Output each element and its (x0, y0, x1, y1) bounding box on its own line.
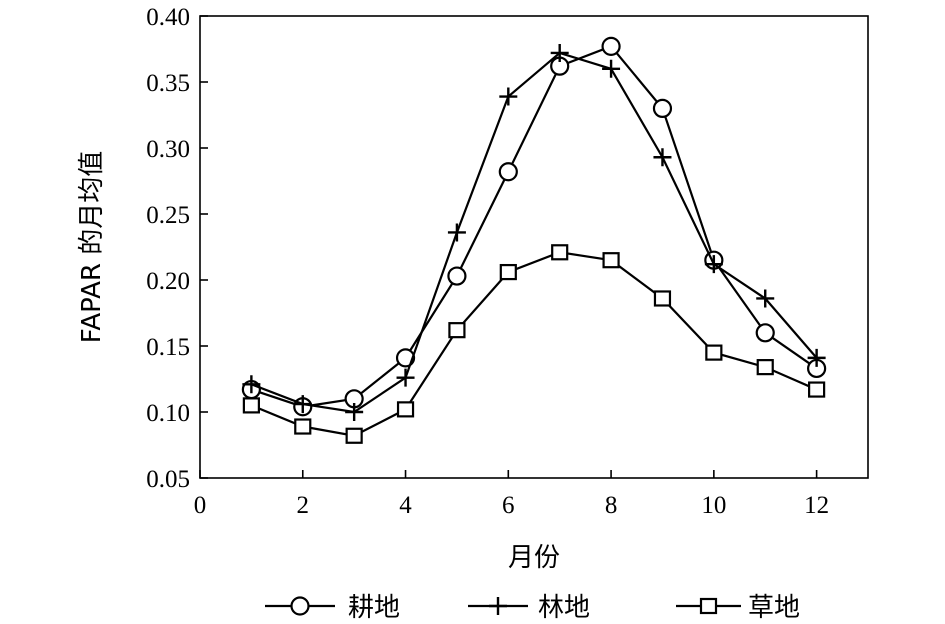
data-point (807, 348, 826, 367)
y-axis-title: FAPAR 的月均值 (77, 151, 107, 344)
data-point (653, 290, 672, 307)
legend-item: 草地 (676, 593, 800, 623)
data-point (345, 427, 363, 444)
data-point (705, 344, 723, 361)
y-tick-label: 0.40 (146, 4, 190, 31)
data-point (447, 223, 466, 242)
legend-marker (290, 596, 310, 616)
data-point (345, 403, 364, 421)
x-axis: 0 2 4 6 8 10 12 (194, 470, 829, 519)
data-point (808, 381, 826, 398)
data-point (293, 395, 312, 414)
y-axis: 0.05 0.10 0.15 0.20 0.25 0.30 0.35 0.40 (146, 4, 208, 493)
legend-marker (489, 597, 507, 615)
data-point (294, 418, 312, 435)
data-point (395, 348, 416, 368)
data-point (756, 289, 775, 308)
legend-label: 林地 (538, 593, 590, 623)
y-tick-label: 0.10 (146, 400, 190, 427)
y-tick-label: 0.15 (146, 334, 190, 361)
y-tick-label: 0.20 (146, 268, 190, 295)
data-point (499, 87, 518, 106)
series-layer (241, 36, 827, 444)
legend-item: 林地 (468, 593, 590, 623)
legend-label: 耕地 (348, 593, 400, 623)
plot-frame (199, 15, 869, 479)
x-tick-label: 4 (399, 492, 412, 519)
data-point (602, 252, 620, 269)
data-point (652, 98, 673, 119)
legend-label: 草地 (748, 593, 800, 623)
data-point (602, 59, 621, 78)
data-point (498, 162, 518, 182)
legend: 耕地 林地 草地 (265, 593, 800, 623)
x-tick-label: 0 (194, 492, 207, 519)
data-point (601, 36, 621, 56)
x-tick-label: 6 (502, 492, 515, 519)
legend-item: 耕地 (265, 593, 400, 623)
series-line (250, 51, 818, 414)
data-point (242, 397, 260, 414)
legend-marker (699, 597, 718, 615)
data-point (447, 266, 467, 286)
data-point (756, 359, 774, 376)
series-line (251, 45, 818, 408)
data-point (396, 401, 415, 418)
data-point (448, 322, 466, 339)
data-point (499, 263, 517, 281)
data-point (653, 148, 672, 167)
data-point (550, 43, 569, 62)
y-tick-label: 0.35 (146, 70, 190, 97)
data-point (704, 255, 723, 274)
x-tick-label: 8 (605, 492, 618, 519)
data-point (551, 244, 569, 261)
x-tick-label: 2 (297, 492, 310, 519)
data-point (755, 323, 775, 343)
x-tick-label: 12 (804, 492, 829, 519)
data-point (242, 375, 261, 394)
y-tick-label: 0.05 (146, 466, 190, 493)
series-3 (242, 244, 826, 444)
data-point (396, 368, 415, 387)
y-tick-label: 0.25 (146, 202, 190, 229)
series-2 (242, 43, 826, 421)
y-tick-label: 0.30 (146, 136, 190, 163)
x-tick-label: 10 (701, 492, 726, 519)
x-axis-title: 月份 (508, 543, 560, 573)
